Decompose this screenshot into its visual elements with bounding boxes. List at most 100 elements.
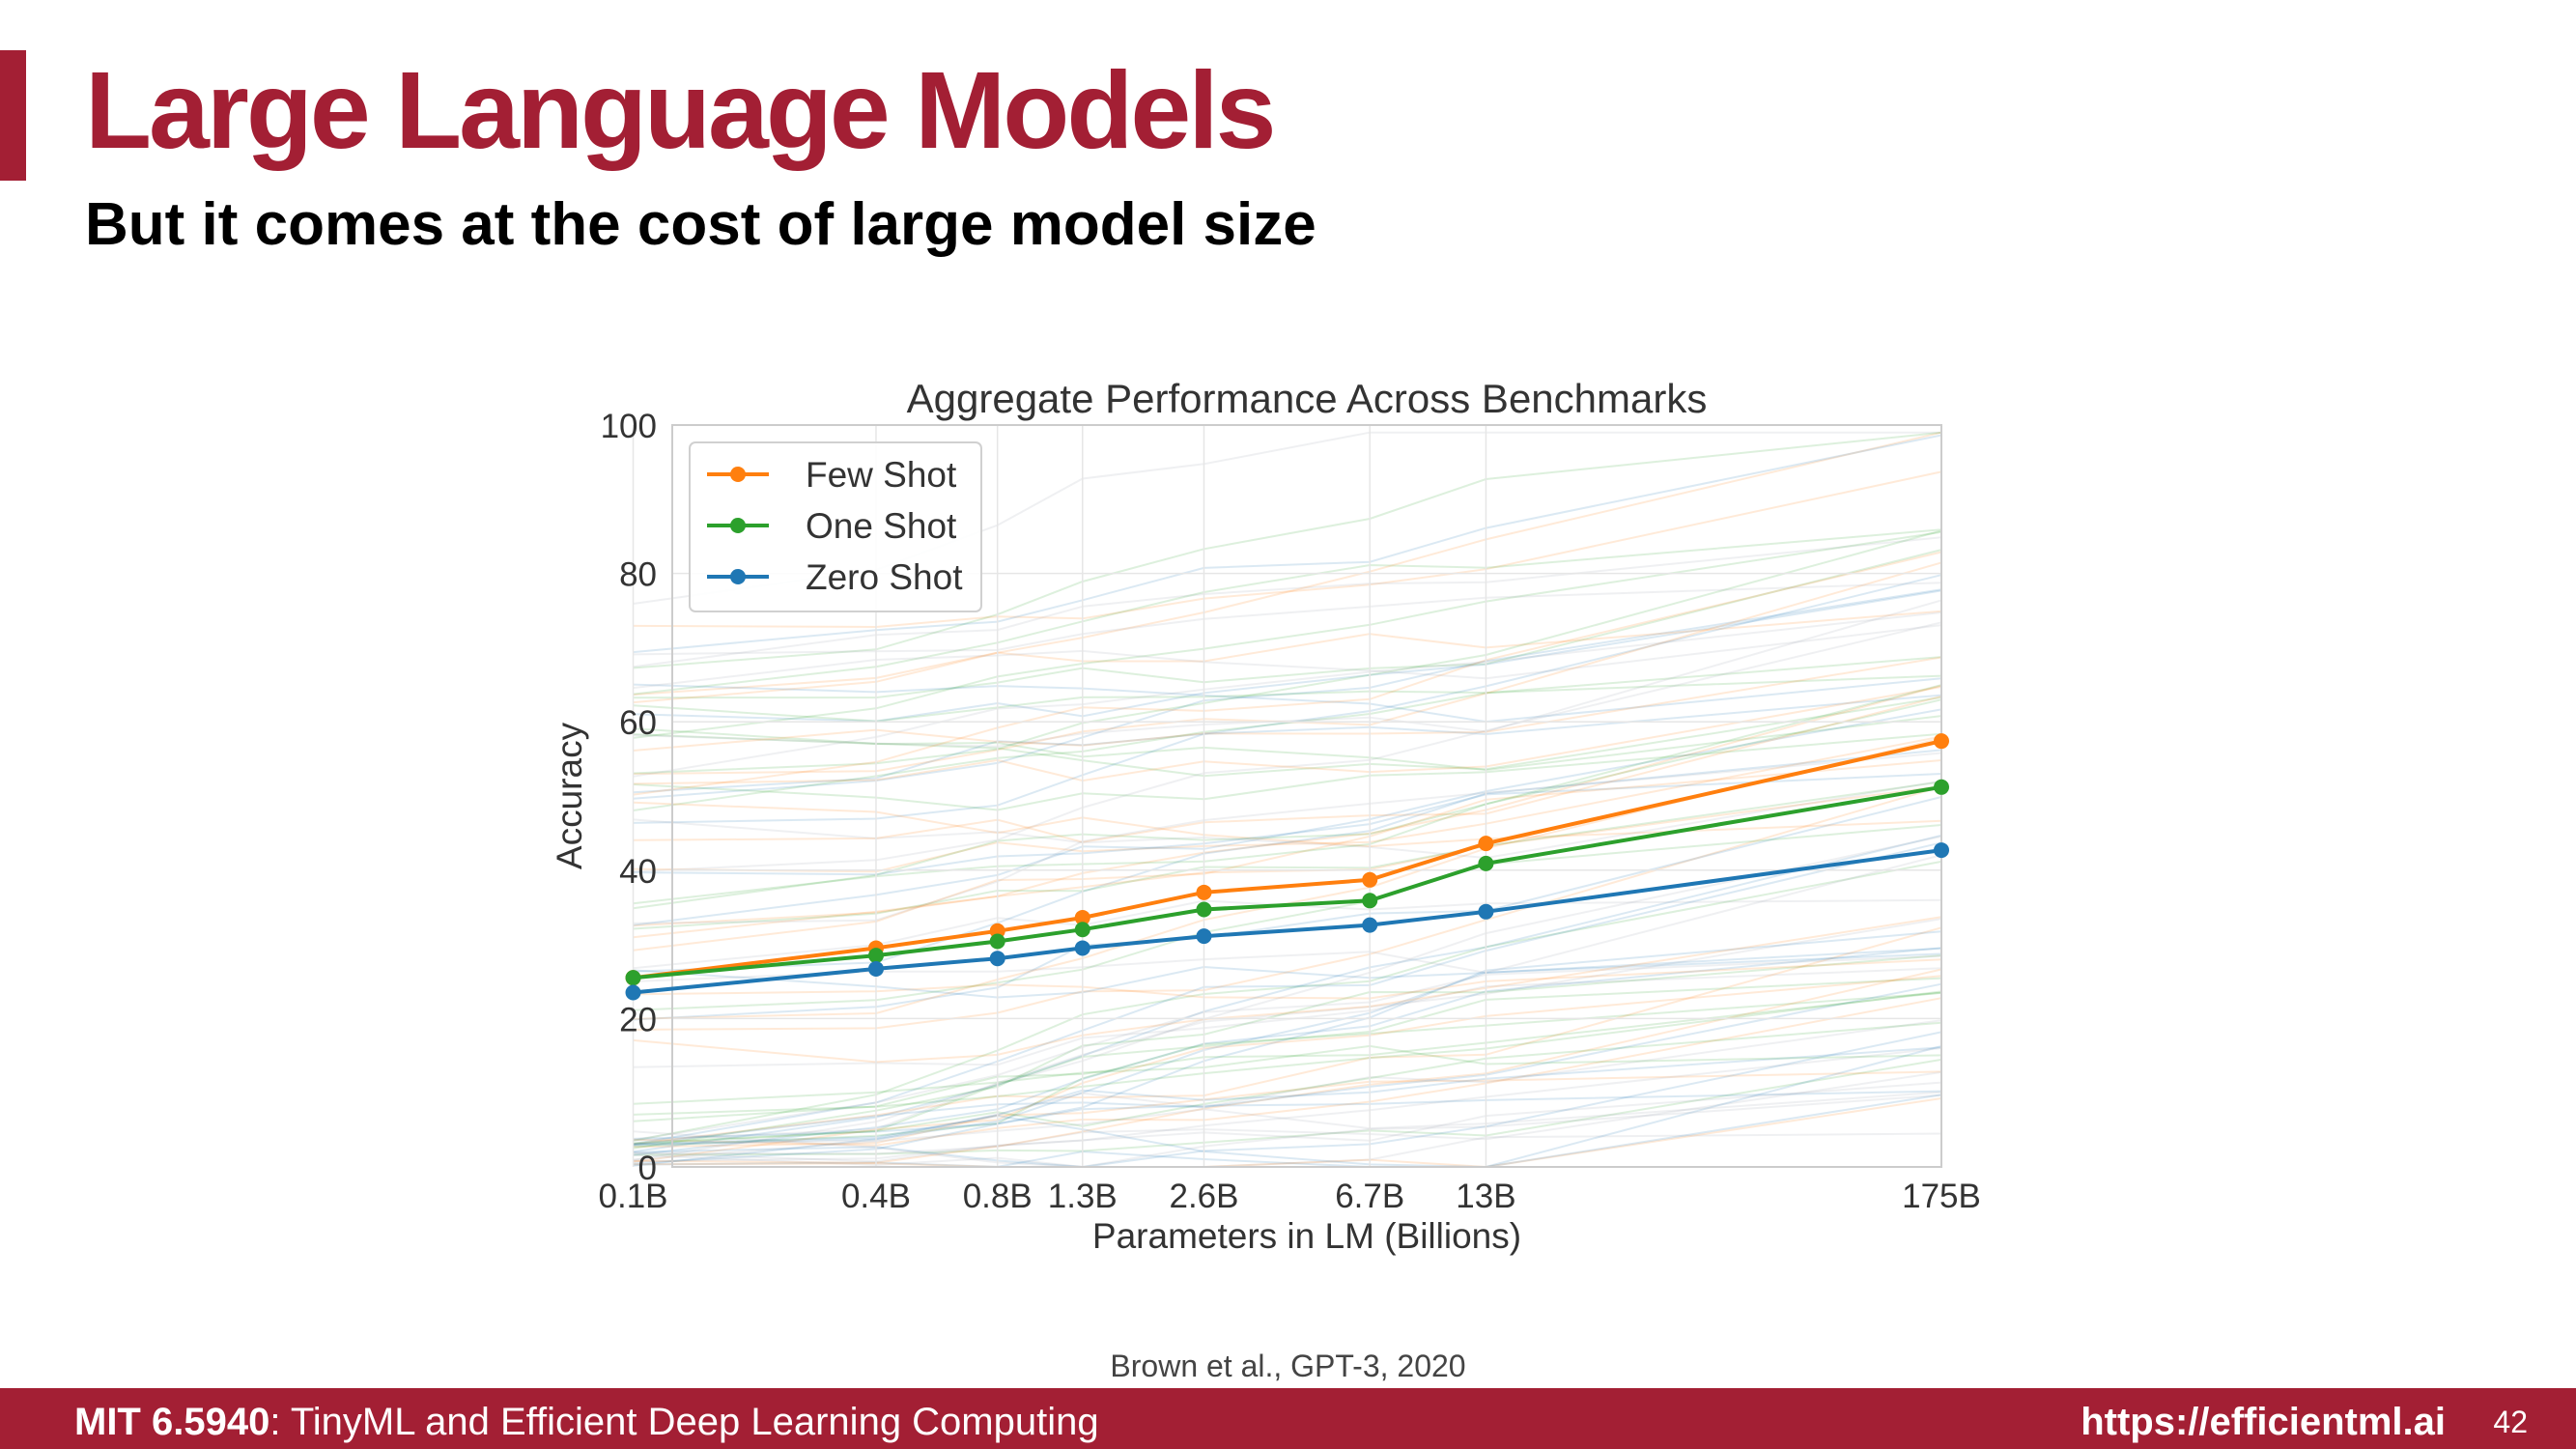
background-task-line — [633, 898, 1942, 970]
background-task-line — [633, 991, 1942, 1148]
background-task-line — [633, 1046, 1942, 1147]
background-task-line — [633, 589, 1942, 723]
background-task-line — [633, 610, 1942, 696]
background-task-line — [633, 801, 1942, 848]
background-task-line — [633, 1081, 1942, 1163]
background-task-line — [633, 1094, 1942, 1169]
background-task-line — [633, 926, 1942, 1146]
background-task-line — [633, 752, 1942, 924]
background-task-line — [633, 997, 1942, 1147]
legend-marker-zero-shot — [730, 569, 746, 584]
title-accent-bar — [0, 50, 26, 181]
background-task-line — [633, 785, 1942, 1031]
performance-chart: Aggregate Performance Across Benchmarks 0… — [550, 376, 1981, 1256]
background-task-line — [633, 749, 1942, 973]
series-line-one-shot — [633, 784, 1942, 980]
background-task-line — [633, 686, 1942, 785]
data-point-zero-shot — [1074, 940, 1090, 956]
x-tick-label: 2.6B — [1169, 1178, 1238, 1215]
background-task-line — [633, 1091, 1942, 1161]
background-task-line — [633, 698, 1942, 910]
data-point-few-shot — [1934, 733, 1949, 750]
x-tick-label: 6.7B — [1335, 1178, 1404, 1215]
y-tick-label: 0 — [638, 1150, 657, 1187]
data-point-zero-shot — [1362, 917, 1378, 933]
background-task-line — [633, 677, 1942, 724]
background-task-line — [633, 1021, 1942, 1146]
x-axis-label: Parameters in LM (Billions) — [1092, 1216, 1521, 1256]
background-task-line — [633, 860, 1942, 1142]
series-line-zero-shot — [633, 848, 1942, 995]
background-task-line — [633, 1058, 1942, 1156]
course-code: MIT 6.5940 — [74, 1401, 270, 1443]
data-point-one-shot — [1478, 855, 1494, 871]
data-point-one-shot — [1934, 779, 1949, 795]
background-task-line — [633, 431, 1942, 669]
background-task-line — [633, 551, 1942, 796]
background-task-line — [633, 916, 1942, 1064]
footer-course: MIT 6.5940: TinyML and Efficient Deep Le… — [74, 1401, 1099, 1444]
background-task-line — [633, 431, 1942, 704]
x-tick-label: 0.4B — [841, 1178, 911, 1215]
y-tick-label: 60 — [619, 704, 657, 742]
background-task-line — [633, 1031, 1942, 1169]
data-point-zero-shot — [1196, 928, 1212, 945]
background-task-line — [633, 930, 1942, 1140]
background-task-line — [633, 977, 1942, 1145]
background-task-line — [633, 695, 1942, 843]
series-layer — [625, 733, 1949, 1001]
background-task-line — [633, 854, 1942, 982]
y-tick-label: 20 — [619, 1001, 657, 1038]
background-task-line — [633, 696, 1942, 778]
background-task-line — [633, 835, 1942, 1161]
axes-text: Aggregate Performance Across Benchmarks 0… — [550, 376, 1981, 1256]
course-name: : TinyML and Efficient Deep Learning Com… — [269, 1401, 1099, 1443]
background-task-line — [633, 1047, 1942, 1162]
data-point-zero-shot — [1934, 842, 1949, 859]
background-task-line — [633, 549, 1942, 699]
background-task-line — [633, 834, 1942, 1153]
legend-label-zero-shot: Zero Shot — [806, 557, 963, 597]
background-task-line — [633, 434, 1942, 654]
legend-marker-one-shot — [730, 518, 746, 533]
legend-box — [689, 441, 982, 612]
background-task-line — [633, 975, 1942, 1163]
data-point-one-shot — [1362, 893, 1378, 909]
data-point-zero-shot — [867, 960, 884, 977]
background-task-line — [633, 954, 1942, 1150]
background-task-line — [633, 684, 1942, 927]
x-tick-label: 13B — [1456, 1178, 1515, 1215]
background-task-line — [633, 841, 1942, 1146]
footer-url[interactable]: https://efficientml.ai — [2081, 1401, 2446, 1443]
background-task-line — [633, 1070, 1942, 1149]
x-tick-label: 175B — [1902, 1178, 1981, 1215]
background-task-line — [633, 656, 1942, 752]
background-task-line — [633, 656, 1942, 811]
plot-frame — [671, 424, 1942, 1168]
background-task-line — [633, 1070, 1942, 1155]
background-task-line — [633, 528, 1942, 696]
data-point-one-shot — [1074, 922, 1090, 938]
background-task-line — [633, 715, 1942, 772]
data-point-one-shot — [625, 970, 641, 986]
background-task-line — [633, 735, 1942, 873]
background-task-line — [633, 694, 1942, 794]
background-task-line — [633, 952, 1942, 1167]
legend: Few Shot One Shot Zero Shot — [689, 441, 982, 612]
y-tick-label: 80 — [619, 556, 657, 594]
background-task-line — [633, 530, 1942, 739]
background-task-line — [633, 990, 1942, 1116]
slide-title: Large Language Models — [85, 49, 1276, 171]
background-task-line — [633, 737, 1942, 1020]
y-tick-label: 40 — [619, 853, 657, 891]
background-task-line — [633, 773, 1942, 876]
background-task-line — [633, 582, 1942, 656]
background-task-line — [633, 674, 1942, 723]
background-task-line — [633, 561, 1942, 776]
data-point-few-shot — [1196, 884, 1212, 900]
page-number: 42 — [2493, 1405, 2528, 1439]
data-point-one-shot — [989, 933, 1005, 950]
background-task-line — [633, 1090, 1942, 1165]
footer: MIT 6.5940: TinyML and Efficient Deep Le… — [0, 1388, 2576, 1449]
data-point-one-shot — [1196, 901, 1212, 918]
